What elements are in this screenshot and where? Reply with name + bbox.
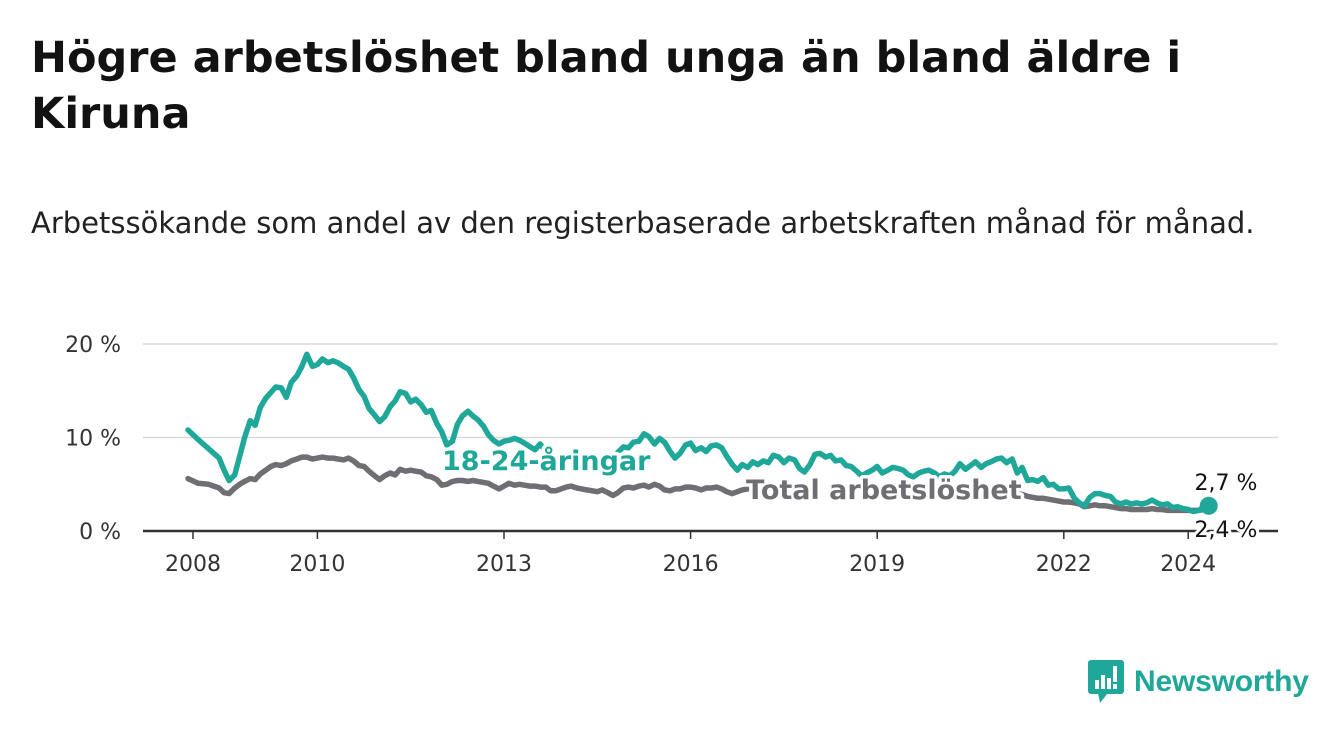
series-line-young: [185, 351, 554, 484]
x-axis-ticks: 2008 2010 2013 2016 2019 2022 2024: [165, 531, 1216, 577]
chart-subtitle: Arbetssökande som andel av den registerb…: [31, 206, 1255, 240]
newsworthy-logo-icon: [1088, 660, 1124, 703]
series-label-total: Total arbetslöshet: [746, 475, 1022, 506]
series-label-young: 18-24-åringar: [442, 445, 651, 477]
series-lines: [185, 351, 1218, 515]
end-value-label-young: 2,7 %: [1195, 471, 1258, 496]
x-tick-label: 2016: [663, 552, 719, 577]
brand-logo: Newsworthy: [1088, 660, 1309, 704]
x-tick-label: 2024: [1160, 552, 1216, 577]
gridlines: [143, 343, 1278, 533]
series-line-total: [1009, 488, 1212, 514]
x-tick-label: 2022: [1036, 552, 1092, 577]
series-labels: 18-24-åringar Total arbetslöshet 2,7 % 2…: [439, 442, 1261, 547]
series-line-total: [185, 454, 751, 499]
x-tick-label: 2013: [476, 552, 532, 577]
chart-title: Högre arbetslöshet bland unga än bland ä…: [31, 33, 1182, 139]
y-tick-label: 10 %: [65, 427, 121, 452]
x-tick-label: 2010: [289, 552, 345, 577]
y-tick-label: 0 %: [79, 520, 121, 545]
end-point-marker: [1199, 496, 1218, 515]
end-value-label-total: 2,4 %: [1195, 518, 1258, 543]
y-axis-ticks: 0 % 10 % 20 %: [65, 333, 121, 545]
series-line-young: [615, 431, 1212, 515]
x-tick-label: 2008: [165, 552, 221, 577]
y-tick-label: 20 %: [65, 333, 121, 358]
brand-name: Newsworthy: [1134, 665, 1309, 698]
x-tick-label: 2019: [849, 552, 905, 577]
